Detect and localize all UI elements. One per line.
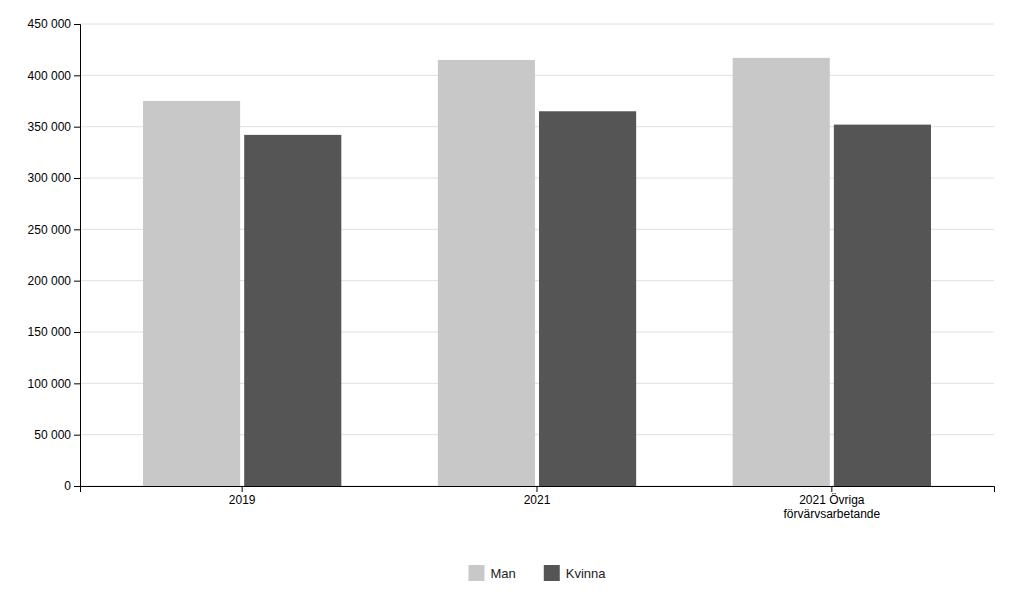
bar <box>539 111 636 486</box>
tick-mark <box>831 486 832 492</box>
chart: 0 50 000 100 000 150 000 200 000 250 000 300 0… <box>0 0 1024 596</box>
bar <box>438 60 535 486</box>
legend-swatch <box>544 565 560 581</box>
tick-mark <box>74 75 80 76</box>
bar <box>733 58 830 486</box>
y-axis: 0 50 000 100 000 150 000 200 000 250 000 300 0… <box>28 17 81 493</box>
tick: 0 <box>64 479 80 493</box>
tick-label: 250 000 <box>28 223 72 237</box>
tick: 300 000 <box>28 171 80 185</box>
tick-mark <box>74 229 80 230</box>
tick: 50 000 <box>34 428 80 442</box>
tick-mark <box>74 24 80 25</box>
tick-label: 350 000 <box>28 120 72 134</box>
legend-swatch <box>468 565 484 581</box>
tick-label: 2021 Övrigaförvärvsarbetande <box>783 493 880 521</box>
tick: 2019 <box>229 486 256 507</box>
tick-label-line: 2021 Övriga <box>799 493 865 507</box>
tick: 2021 Övrigaförvärvsarbetande <box>783 486 880 521</box>
axis-line <box>81 487 995 493</box>
legend-item: Kvinna <box>544 565 607 581</box>
axis-line <box>74 25 81 487</box>
tick-label: 400 000 <box>28 69 72 83</box>
tick: 350 000 <box>28 120 80 134</box>
tick-label: 50 000 <box>34 428 71 442</box>
tick-mark <box>74 178 80 179</box>
tick-mark <box>74 435 80 436</box>
bars <box>143 58 931 486</box>
tick-label: 200 000 <box>28 274 72 288</box>
tick-label: 0 <box>64 479 71 493</box>
tick: 250 000 <box>28 223 80 237</box>
tick-mark <box>74 281 80 282</box>
tick-label: 300 000 <box>28 171 72 185</box>
tick-label: 2021 <box>524 493 551 507</box>
legend: Man Kvinna <box>468 565 606 581</box>
tick: 200 000 <box>28 274 80 288</box>
tick: 400 000 <box>28 69 80 83</box>
grid-line <box>80 24 994 25</box>
x-axis: 2019 2021 2021 Övrigaförvärvsarbetande <box>81 486 995 521</box>
tick-label-line: 2019 <box>229 493 256 507</box>
bar <box>244 135 341 486</box>
tick-label: 450 000 <box>28 17 72 31</box>
tick: 450 000 <box>28 17 80 31</box>
tick-mark <box>537 486 538 492</box>
tick-mark <box>74 486 80 487</box>
tick: 100 000 <box>28 377 80 391</box>
legend-label: Man <box>490 566 515 581</box>
plot: 0 50 000 100 000 150 000 200 000 250 000 300 0… <box>28 17 995 521</box>
bar <box>143 101 240 486</box>
tick-label: 100 000 <box>28 377 72 391</box>
tick-mark <box>74 332 80 333</box>
tick-mark <box>242 486 243 492</box>
tick-label-line: 2021 <box>524 493 551 507</box>
tick: 2021 <box>524 486 551 507</box>
tick-mark <box>74 383 80 384</box>
legend-item: Man <box>468 565 515 581</box>
bar-series <box>143 58 830 486</box>
tick-mark <box>74 127 80 128</box>
bar-series <box>244 111 931 486</box>
grid <box>80 24 994 486</box>
tick: 150 000 <box>28 325 80 339</box>
legend-label: Kvinna <box>566 566 607 581</box>
tick-label-line: förvärvsarbetande <box>783 507 880 521</box>
tick-label: 150 000 <box>28 325 72 339</box>
bar <box>834 125 931 486</box>
tick-label: 2019 <box>229 493 256 507</box>
grid-line <box>80 75 994 76</box>
